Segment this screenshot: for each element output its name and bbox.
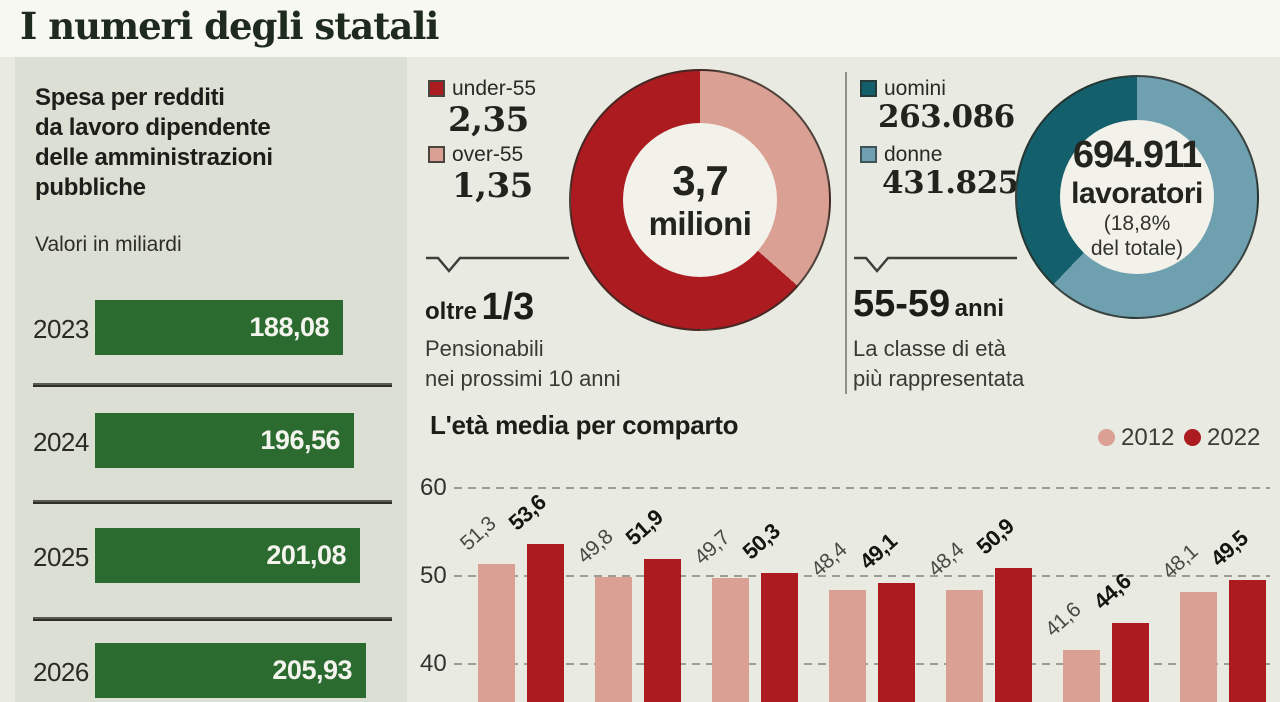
gender-donut-chart: 694.911 lavoratori (18,8% del totale) xyxy=(1015,75,1259,319)
row-separator xyxy=(33,500,392,504)
spending-bar-2024: 196,56 xyxy=(95,413,354,468)
legend-dot-2022 xyxy=(1184,429,1201,446)
age-donut-chart: 3,7 milioni xyxy=(569,69,831,331)
year-label-2025: 2025 xyxy=(33,542,89,572)
bar-2012-group-2 xyxy=(595,577,632,702)
age-class-headline: 55-59 anni xyxy=(853,283,1004,326)
bar-value-2022-group-3: 50,3 xyxy=(737,518,785,565)
pension-note-headline: oltre 1/3 xyxy=(425,286,534,329)
under-55-label: under-55 xyxy=(452,77,537,100)
bar-value-2012-group-2: 49,8 xyxy=(572,525,618,569)
bar-2022-group-7 xyxy=(1229,580,1266,702)
age-class-body: La classe di età più rappresentata xyxy=(853,336,1025,391)
bar-2012-group-4 xyxy=(829,590,866,702)
spending-bar-2023: 188,08 xyxy=(95,300,343,355)
gridline-60 xyxy=(454,487,1270,489)
bar-value-2022-group-5: 50,9 xyxy=(971,513,1019,560)
year-label-2023: 2023 xyxy=(33,314,89,344)
gridline-50 xyxy=(454,575,1270,577)
page-title: I numeri degli statali xyxy=(20,4,439,48)
bar-value-2012-group-3: 49,7 xyxy=(689,526,735,570)
avg-age-bar-chart: 60 50 40 51,3 49,8 49,7 48,4 48,4 41,6 48,1 53,… xyxy=(420,470,1280,702)
bar-2022-group-1 xyxy=(527,544,564,702)
y-tick-50: 50 xyxy=(420,562,447,589)
spending-value-2024: 196,56 xyxy=(260,425,340,455)
spending-panel: Spesa per redditi da lavoro dipendente d… xyxy=(15,57,407,702)
bar-value-2022-group-2: 51,9 xyxy=(620,504,668,551)
age-donut-center-value: 3,7 xyxy=(672,157,728,204)
year-label-2026: 2026 xyxy=(33,657,89,687)
age-donut-center-unit: milioni xyxy=(648,205,752,242)
section-divider xyxy=(845,72,847,394)
row-separator xyxy=(33,617,392,621)
pension-note-lead: oltre xyxy=(425,298,478,325)
bracket-line xyxy=(426,256,569,273)
avg-age-chart-title: L'età media per comparto xyxy=(430,410,739,440)
bar-2022-group-6 xyxy=(1112,623,1149,702)
bar-2012-group-7 xyxy=(1180,592,1217,702)
uomini-label: uomini xyxy=(884,77,946,100)
donne-value: 431.825 xyxy=(882,165,1019,201)
bar-2012-group-3 xyxy=(712,578,749,702)
under-55-swatch xyxy=(428,80,445,97)
bar-value-2022-group-7: 49,5 xyxy=(1205,525,1253,572)
bar-value-2012-group-1: 51,3 xyxy=(455,512,501,556)
bar-2012-group-6 xyxy=(1063,650,1100,702)
spending-value-2026: 205,93 xyxy=(272,655,352,685)
over-55-swatch xyxy=(428,146,445,163)
y-tick-60: 60 xyxy=(420,474,447,501)
year-label-2024: 2024 xyxy=(33,427,89,457)
age-class-unit: anni xyxy=(954,295,1004,322)
spending-bar-2025: 201,08 xyxy=(95,528,360,583)
over-55-value: 1,35 xyxy=(452,166,533,206)
bar-value-2012-group-7: 48,1 xyxy=(1157,540,1203,584)
gender-donut-center-word: lavoratori xyxy=(1071,176,1203,210)
uomini-swatch xyxy=(860,80,877,97)
spending-value-2025: 201,08 xyxy=(266,540,346,570)
row-separator xyxy=(33,383,392,387)
spending-subtitle: Valori in miliardi xyxy=(35,233,182,256)
bar-2012-group-1 xyxy=(478,564,515,702)
header: I numeri degli statali xyxy=(0,0,1280,57)
donne-label: donne xyxy=(884,143,943,166)
bar-value-2022-group-4: 49,1 xyxy=(854,528,902,575)
legend-dot-2012 xyxy=(1098,429,1115,446)
pension-note-body: Pensionabili nei prossimi 10 anni xyxy=(425,336,621,391)
spending-bar-2026: 205,93 xyxy=(95,643,366,698)
age-class-range: 55-59 xyxy=(853,283,951,325)
bar-2022-group-5 xyxy=(995,568,1032,702)
gender-donut-center-share: (18,8% del totale) xyxy=(1090,211,1184,260)
legend-label-2022: 2022 xyxy=(1207,424,1261,451)
over-55-label: over-55 xyxy=(452,143,524,166)
bracket-line xyxy=(854,256,1017,273)
bar-2012-group-5 xyxy=(946,590,983,702)
spending-heading: Spesa per redditi da lavoro dipendente d… xyxy=(35,84,273,201)
uomini-value: 263.086 xyxy=(878,99,1015,135)
spending-value-2023: 188,08 xyxy=(249,312,329,342)
bar-2022-group-4 xyxy=(878,583,915,702)
legend-label-2012: 2012 xyxy=(1121,424,1175,451)
bar-2022-group-2 xyxy=(644,559,681,702)
y-tick-40: 40 xyxy=(420,650,447,677)
bar-value-2022-group-1: 53,6 xyxy=(503,489,551,536)
under-55-value: 2,35 xyxy=(448,100,529,140)
bar-2022-group-3 xyxy=(761,573,798,702)
bar-value-2012-group-6: 41,6 xyxy=(1040,598,1086,642)
gender-donut-center-value: 694.911 xyxy=(1072,133,1202,176)
pension-note-fraction: 1/3 xyxy=(481,286,535,328)
donne-swatch xyxy=(860,146,877,163)
